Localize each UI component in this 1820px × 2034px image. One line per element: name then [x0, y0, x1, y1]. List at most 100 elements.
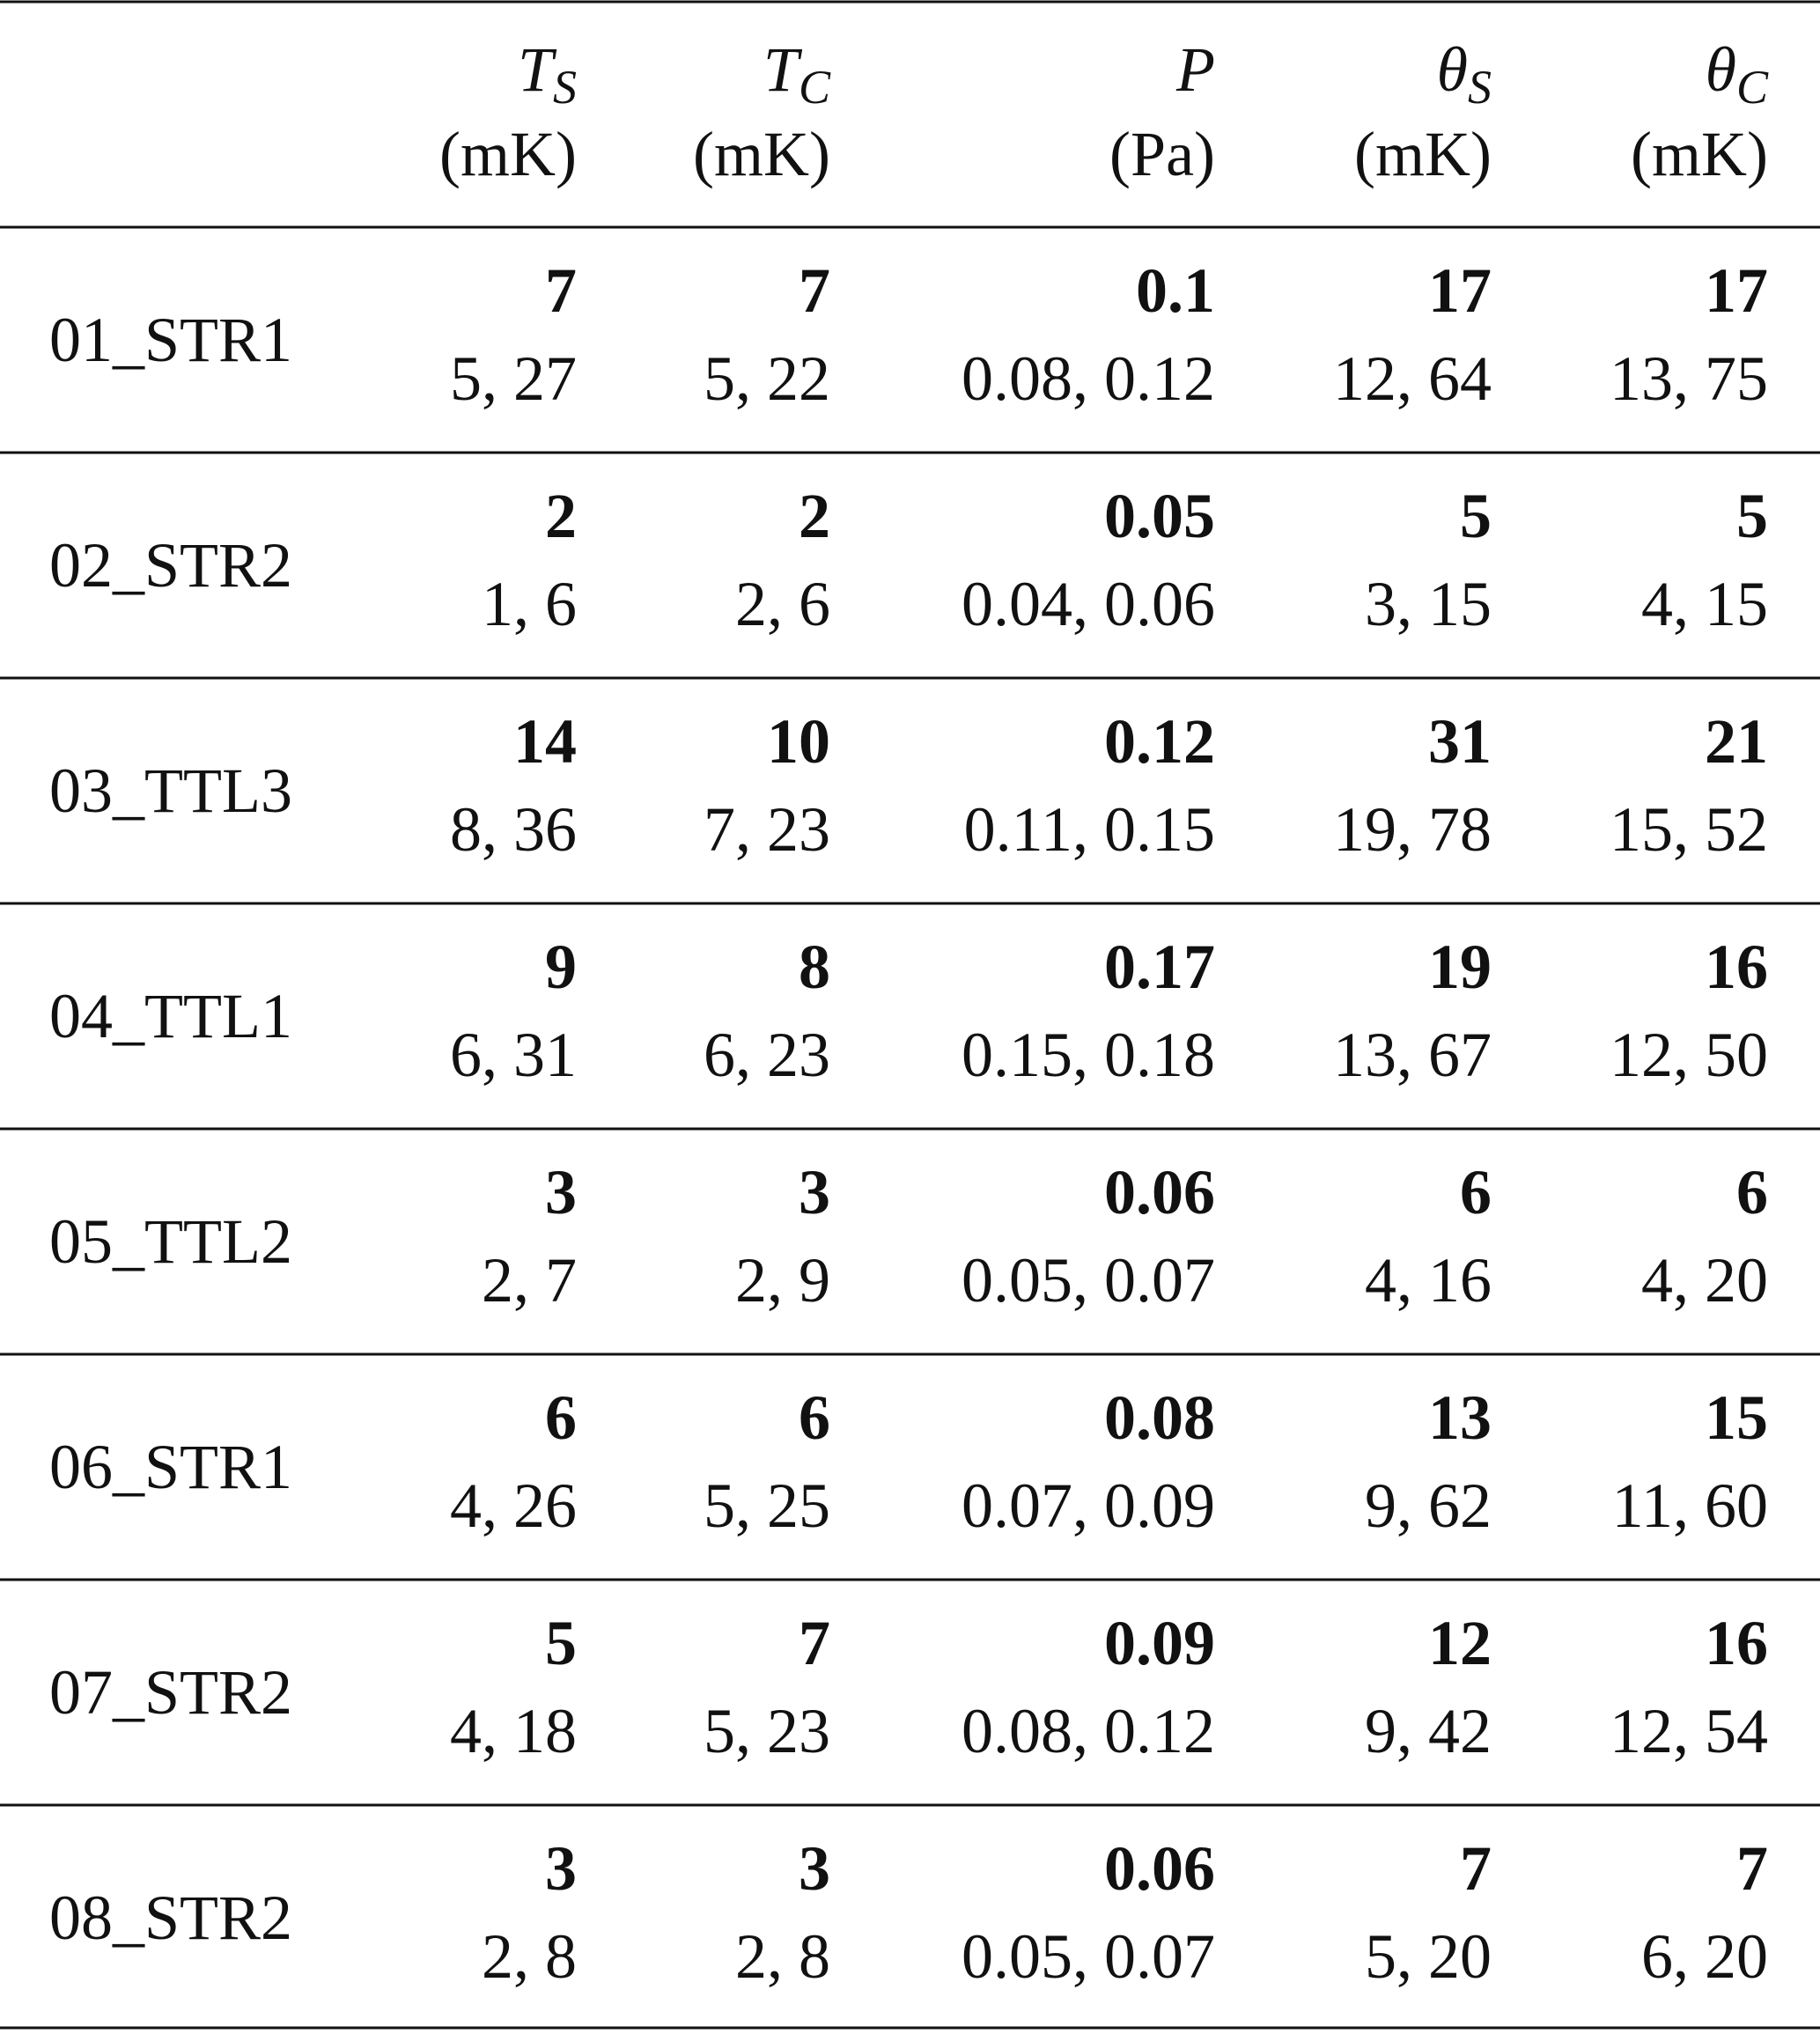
row-label: 08_STR2 — [49, 1883, 292, 1953]
cell-interval: 19, 78 — [1333, 794, 1492, 865]
cell-value: 2 — [545, 481, 577, 551]
cell-value: 3 — [799, 1157, 830, 1227]
cell-interval: 6, 20 — [1641, 1921, 1768, 1992]
cell-value: 6 — [545, 1382, 577, 1453]
cell-value: 10 — [767, 706, 830, 777]
cell-interval: 7, 23 — [704, 794, 830, 865]
cell-interval: 15, 52 — [1610, 794, 1768, 865]
row-label: 07_STR2 — [49, 1657, 292, 1728]
cell-interval: 9, 62 — [1365, 1470, 1492, 1541]
cell-interval: 2, 7 — [482, 1245, 577, 1315]
column-unit: (mK) — [1631, 119, 1768, 189]
cell-value: 12 — [1428, 1608, 1492, 1678]
cell-value: 6 — [1460, 1157, 1492, 1227]
column-symbol: TS — [518, 34, 577, 114]
cell-interval: 8, 36 — [450, 794, 577, 865]
cell-value: 17 — [1705, 255, 1768, 326]
cell-value: 0.06 — [1104, 1833, 1215, 1904]
cell-value: 0.06 — [1104, 1157, 1215, 1227]
subscript: C — [799, 61, 831, 114]
cell-interval: 0.08, 0.12 — [962, 343, 1215, 414]
cell-value: 31 — [1428, 706, 1492, 777]
cell-interval: 2, 9 — [735, 1245, 830, 1315]
cell-interval: 3, 15 — [1365, 569, 1492, 639]
cell-interval: 12, 50 — [1610, 1020, 1768, 1090]
cell-interval: 4, 15 — [1641, 569, 1768, 639]
cell-interval: 12, 64 — [1333, 343, 1492, 414]
cell-interval: 0.15, 0.18 — [962, 1020, 1215, 1090]
cell-value: 6 — [799, 1382, 830, 1453]
cell-interval: 5, 25 — [704, 1470, 830, 1541]
symbol: T — [763, 34, 803, 105]
cell-value: 6 — [1736, 1157, 1768, 1227]
cell-interval: 5, 22 — [704, 343, 830, 414]
symbol: θ — [1437, 34, 1468, 105]
symbol: T — [518, 34, 557, 105]
cell-interval: 13, 67 — [1333, 1020, 1492, 1090]
cell-value: 7 — [545, 255, 577, 326]
cell-value: 5 — [545, 1608, 577, 1678]
cell-interval: 5, 20 — [1365, 1921, 1492, 1992]
cell-value: 3 — [799, 1833, 830, 1904]
symbol: θ — [1706, 34, 1736, 105]
row-label: 03_TTL3 — [49, 755, 292, 826]
cell-value: 0.1 — [1136, 255, 1215, 326]
cell-value: 0.09 — [1104, 1608, 1215, 1678]
row-label: 02_STR2 — [49, 530, 292, 601]
cell-interval: 5, 23 — [704, 1696, 830, 1766]
cell-value: 14 — [513, 706, 577, 777]
cell-interval: 0.05, 0.07 — [962, 1921, 1215, 1992]
column-unit: (mK) — [439, 119, 577, 189]
cell-interval: 0.07, 0.09 — [962, 1470, 1215, 1541]
cell-value: 0.17 — [1104, 932, 1215, 1002]
column-symbol: P — [1175, 34, 1215, 105]
cell-interval: 12, 54 — [1610, 1696, 1768, 1766]
cell-value: 7 — [1736, 1833, 1768, 1904]
cell-value: 0.08 — [1104, 1382, 1215, 1453]
subscript: S — [553, 61, 577, 114]
subscript: S — [1468, 61, 1492, 114]
cell-interval: 4, 16 — [1365, 1245, 1492, 1315]
column-symbol: TC — [763, 34, 831, 114]
cell-interval: 6, 31 — [450, 1020, 577, 1090]
row-label: 06_STR1 — [49, 1432, 292, 1502]
row-label: 01_STR1 — [49, 305, 292, 375]
cell-interval: 2, 6 — [735, 569, 830, 639]
cell-value: 15 — [1705, 1382, 1768, 1453]
cell-value: 3 — [545, 1157, 577, 1227]
cell-value: 0.12 — [1104, 706, 1215, 777]
cell-interval: 9, 42 — [1365, 1696, 1492, 1766]
column-symbol: θC — [1706, 34, 1769, 114]
subscript: C — [1736, 61, 1769, 114]
cell-interval: 11, 60 — [1612, 1470, 1768, 1541]
column-symbol: θS — [1437, 34, 1492, 114]
column-unit: (mK) — [693, 119, 830, 189]
cell-value: 17 — [1428, 255, 1492, 326]
cell-value: 7 — [799, 255, 830, 326]
cell-value: 2 — [799, 481, 830, 551]
cell-interval: 4, 18 — [450, 1696, 577, 1766]
cell-value: 7 — [1460, 1833, 1492, 1904]
cell-value: 3 — [545, 1833, 577, 1904]
column-unit: (Pa) — [1109, 119, 1215, 189]
cell-interval: 0.04, 0.06 — [962, 569, 1215, 639]
cell-value: 19 — [1428, 932, 1492, 1002]
symbol: P — [1175, 34, 1215, 105]
cell-interval: 2, 8 — [735, 1921, 830, 1992]
cell-interval: 6, 23 — [704, 1020, 830, 1090]
cell-interval: 0.11, 0.15 — [964, 794, 1215, 865]
cell-value: 8 — [799, 932, 830, 1002]
cell-value: 7 — [799, 1608, 830, 1678]
cell-interval: 5, 27 — [450, 343, 577, 414]
cell-interval: 13, 75 — [1610, 343, 1768, 414]
row-label: 04_TTL1 — [49, 981, 292, 1051]
cell-value: 13 — [1428, 1382, 1492, 1453]
cell-value: 0.05 — [1104, 481, 1215, 551]
cell-interval: 0.08, 0.12 — [962, 1696, 1215, 1766]
row-label: 05_TTL2 — [49, 1206, 292, 1277]
cell-interval: 4, 26 — [450, 1470, 577, 1541]
cell-value: 5 — [1736, 481, 1768, 551]
cell-value: 9 — [545, 932, 577, 1002]
cell-interval: 1, 6 — [482, 569, 577, 639]
